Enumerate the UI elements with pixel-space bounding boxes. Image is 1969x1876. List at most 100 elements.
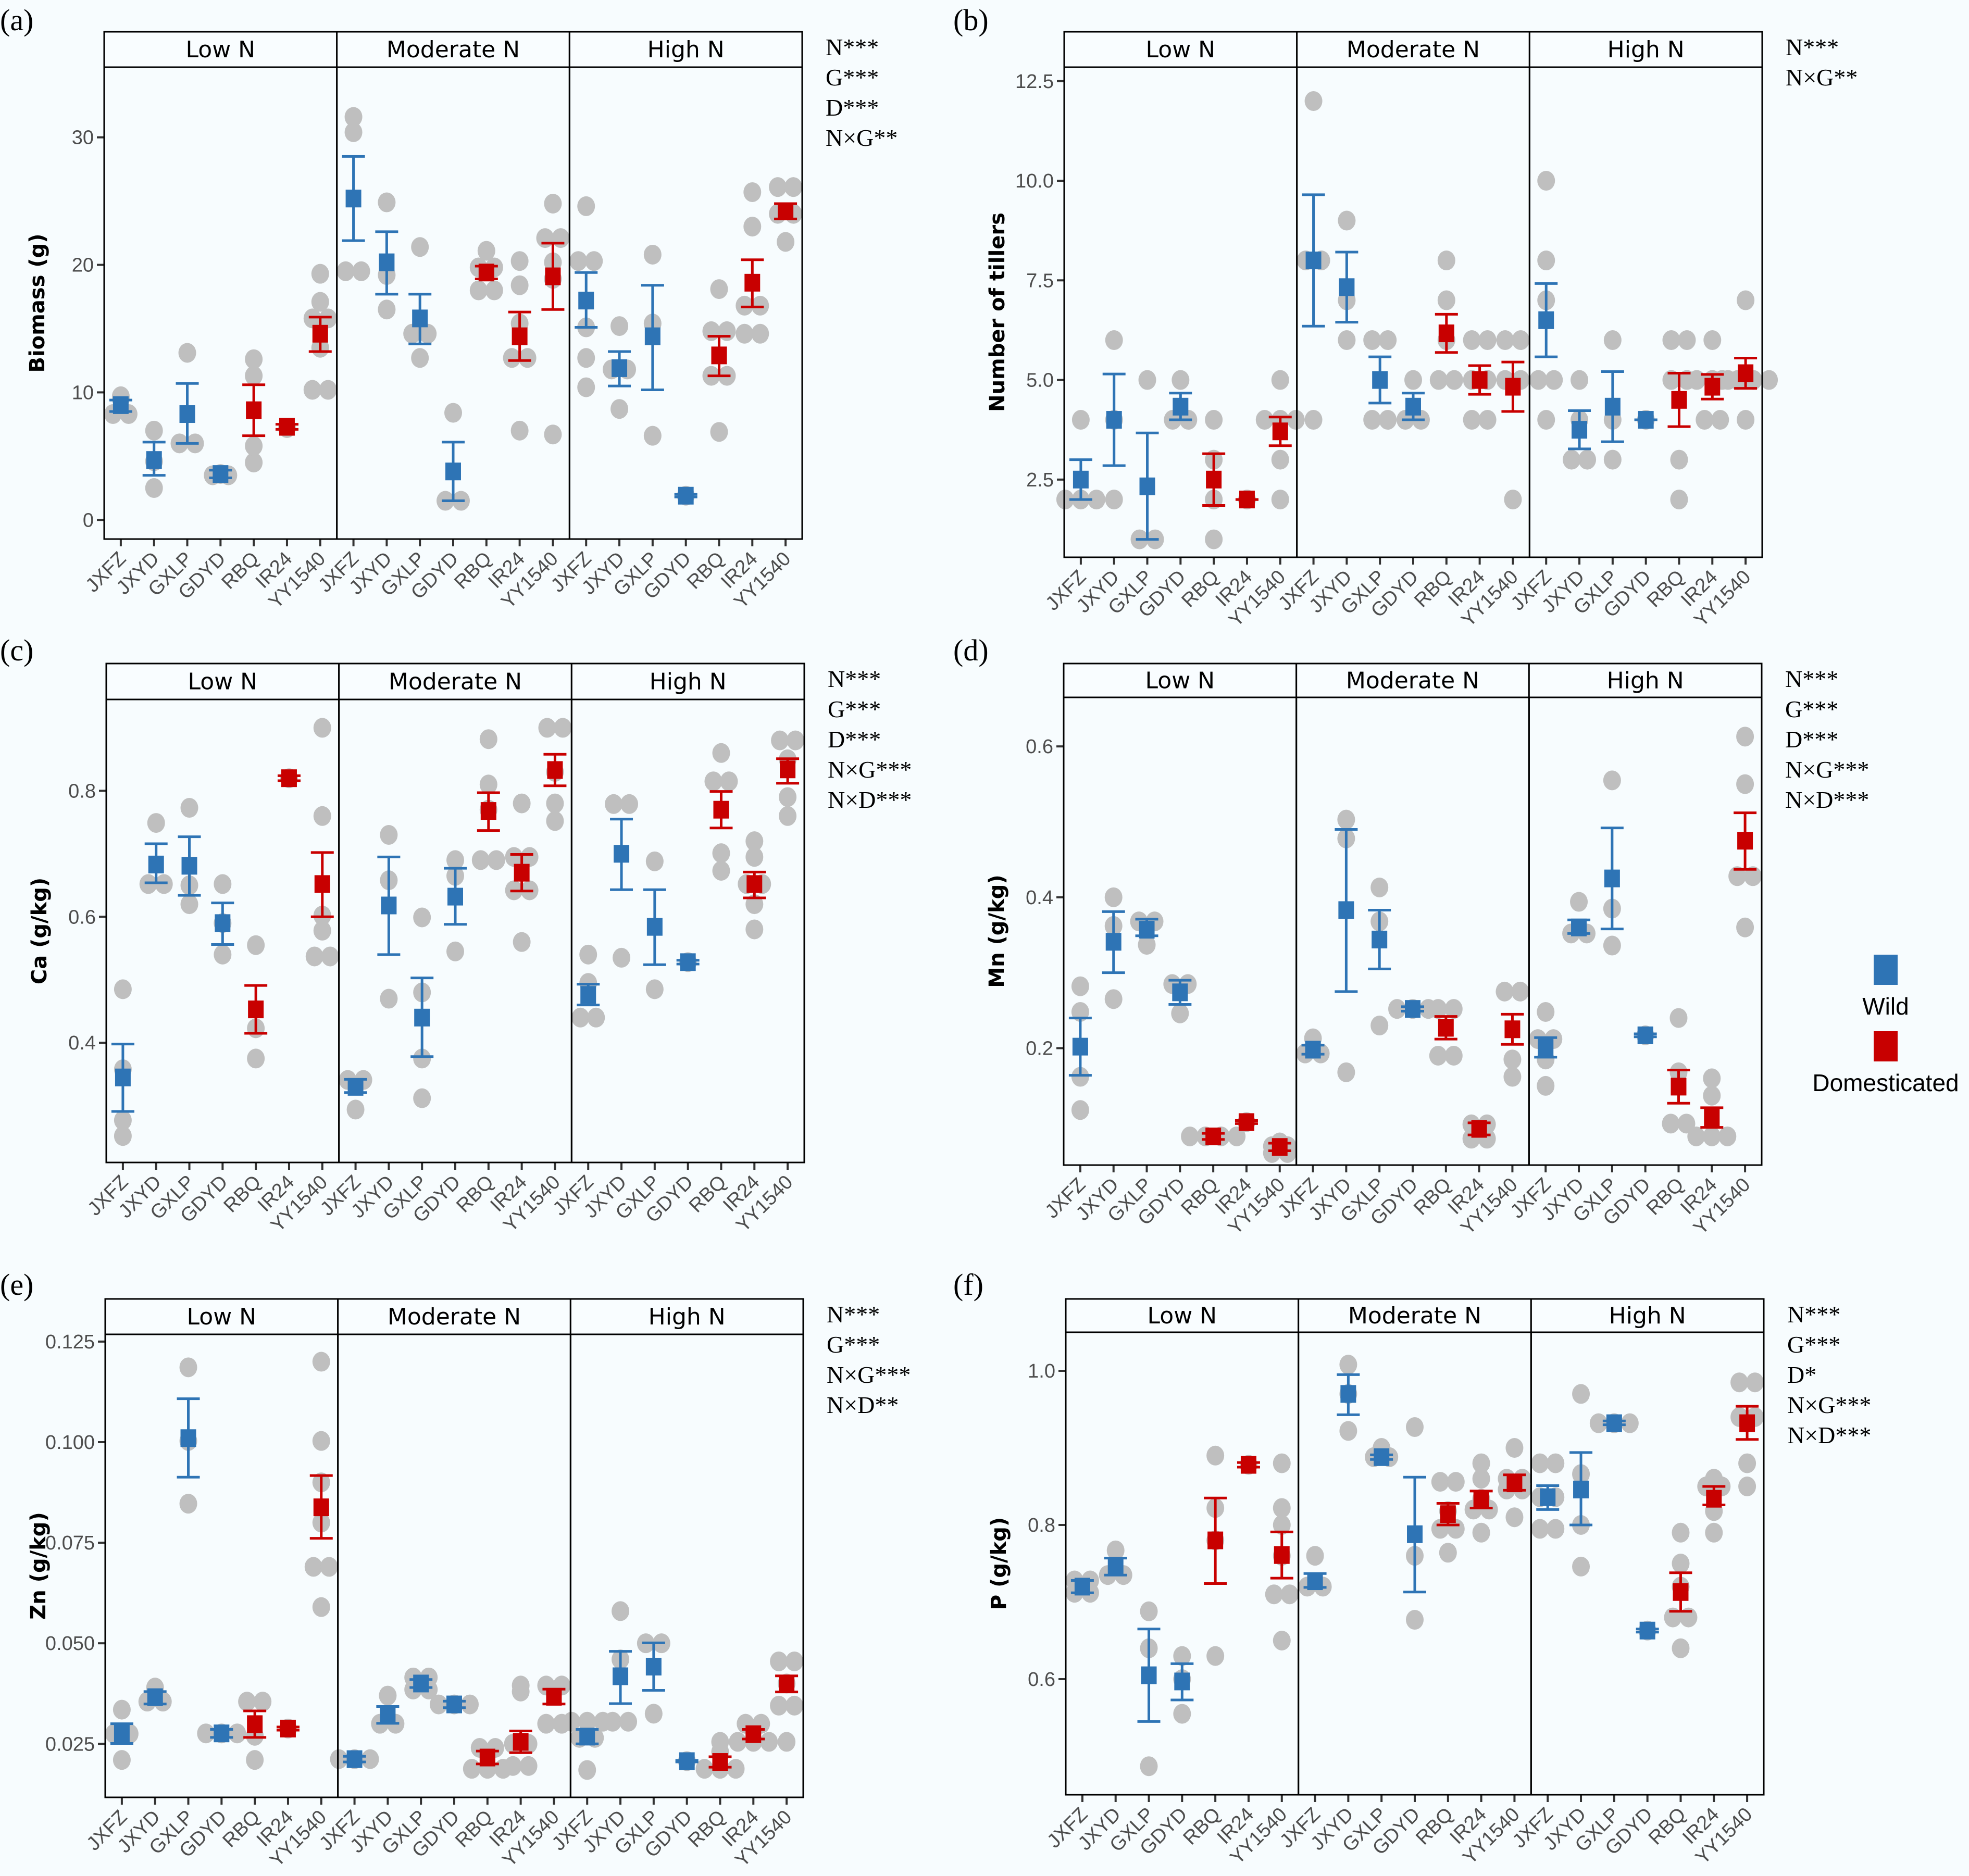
data-point xyxy=(510,251,529,271)
legend-label: Domesticated xyxy=(1812,1069,1959,1096)
data-point xyxy=(537,1714,555,1734)
data-point xyxy=(504,1756,522,1776)
mean-marker xyxy=(1172,983,1188,1002)
data-point xyxy=(1379,410,1397,430)
mean-marker xyxy=(646,918,663,936)
data-point xyxy=(1531,1519,1549,1539)
significance-label: N×G** xyxy=(1786,64,1858,91)
data-point xyxy=(520,847,539,867)
data-point xyxy=(1571,370,1589,390)
data-point xyxy=(469,280,488,301)
mean-marker xyxy=(1671,1078,1687,1096)
data-point xyxy=(1711,410,1729,430)
data-point xyxy=(1071,1067,1089,1087)
data-point xyxy=(1578,449,1597,470)
significance-label: N×D** xyxy=(827,1392,899,1418)
data-point xyxy=(178,343,196,363)
facet-strip xyxy=(1530,1298,1765,1333)
facet-data-2 xyxy=(1531,1372,1764,1658)
data-point xyxy=(579,944,597,965)
data-point xyxy=(477,241,495,261)
mean-marker xyxy=(1240,1456,1256,1474)
data-point xyxy=(538,718,556,738)
mean-marker xyxy=(547,761,563,779)
significance-label: N*** xyxy=(826,34,879,60)
data-point xyxy=(1503,1049,1522,1070)
data-point xyxy=(569,251,588,271)
mean-marker xyxy=(1704,378,1721,396)
data-point xyxy=(1728,866,1747,886)
data-point xyxy=(770,1651,788,1671)
mean-marker xyxy=(1438,324,1454,343)
data-point xyxy=(321,946,339,967)
facet-data-0 xyxy=(104,264,337,498)
data-point xyxy=(245,349,263,369)
data-point xyxy=(571,1007,590,1028)
data-point xyxy=(1271,449,1289,470)
mean-marker xyxy=(213,465,229,483)
panel-f: (f)Low NJXFZJXYDGXLPGDYDRBQIR24YY1540Mod… xyxy=(953,1268,1871,1869)
mean-marker xyxy=(1440,1505,1456,1523)
y-tick-label: 20 xyxy=(72,255,94,277)
y-tick-label: 0.125 xyxy=(45,1331,95,1353)
data-point xyxy=(378,192,396,212)
legend-key-wild xyxy=(1874,955,1898,985)
data-point xyxy=(463,1759,481,1779)
data-point xyxy=(1271,490,1289,510)
y-tick-label: 0.025 xyxy=(45,1733,95,1755)
significance-label: N*** xyxy=(1786,34,1839,60)
x-tick-label: RBQ xyxy=(1644,1804,1690,1849)
data-point xyxy=(544,194,562,214)
panel-label: (e) xyxy=(0,1268,33,1302)
mean-marker xyxy=(1139,477,1155,495)
data-point xyxy=(745,919,764,940)
panel-b: (b)Low NJXFZJXYDGXLPGDYDRBQIR24YY1540Mod… xyxy=(953,3,1858,631)
mean-marker xyxy=(247,1715,263,1733)
mean-marker xyxy=(1274,1546,1290,1564)
data-point xyxy=(1572,1384,1590,1404)
data-point xyxy=(1429,1045,1447,1066)
data-point xyxy=(379,1685,397,1706)
mean-marker xyxy=(1141,1666,1157,1684)
data-point xyxy=(1703,1068,1721,1089)
mean-marker xyxy=(713,801,729,819)
x-tick-label: RBQ xyxy=(683,548,729,594)
facet-data-1 xyxy=(337,107,570,511)
facet-strip-label: Low N xyxy=(1145,668,1215,694)
data-point xyxy=(311,264,329,284)
data-point xyxy=(1181,1126,1199,1146)
data-point xyxy=(479,729,497,749)
mean-marker xyxy=(447,887,463,906)
data-point xyxy=(552,228,570,248)
mean-marker xyxy=(1073,470,1089,489)
data-point xyxy=(546,793,564,814)
data-point xyxy=(510,420,529,441)
data-point xyxy=(145,478,163,498)
mean-marker xyxy=(580,986,596,1004)
y-tick-label: 5.0 xyxy=(1026,370,1054,392)
data-point xyxy=(743,217,762,237)
data-point xyxy=(770,1695,788,1716)
mean-marker xyxy=(1106,411,1122,429)
data-point xyxy=(361,1749,379,1769)
x-tick-label: RBQ xyxy=(218,548,264,594)
significance-label: N×G*** xyxy=(1787,1392,1871,1418)
y-tick-label: 0.4 xyxy=(68,1032,96,1054)
facet-data-0 xyxy=(1056,330,1305,549)
mean-marker xyxy=(346,1750,363,1768)
mean-marker xyxy=(1540,1488,1556,1506)
data-point xyxy=(1672,1554,1690,1573)
x-tick-label: RBQ xyxy=(685,1171,731,1217)
data-point xyxy=(238,1692,256,1712)
data-point xyxy=(471,850,490,870)
data-point xyxy=(518,348,537,368)
data-point xyxy=(587,1007,605,1028)
y-axis-title: Biomass (g) xyxy=(26,233,49,372)
data-point xyxy=(312,1431,330,1451)
data-point xyxy=(720,771,738,792)
mean-marker xyxy=(1206,470,1222,489)
mean-marker xyxy=(313,1498,329,1517)
data-point xyxy=(1172,370,1190,390)
facet-frame xyxy=(569,1333,804,1798)
data-point xyxy=(645,979,664,999)
